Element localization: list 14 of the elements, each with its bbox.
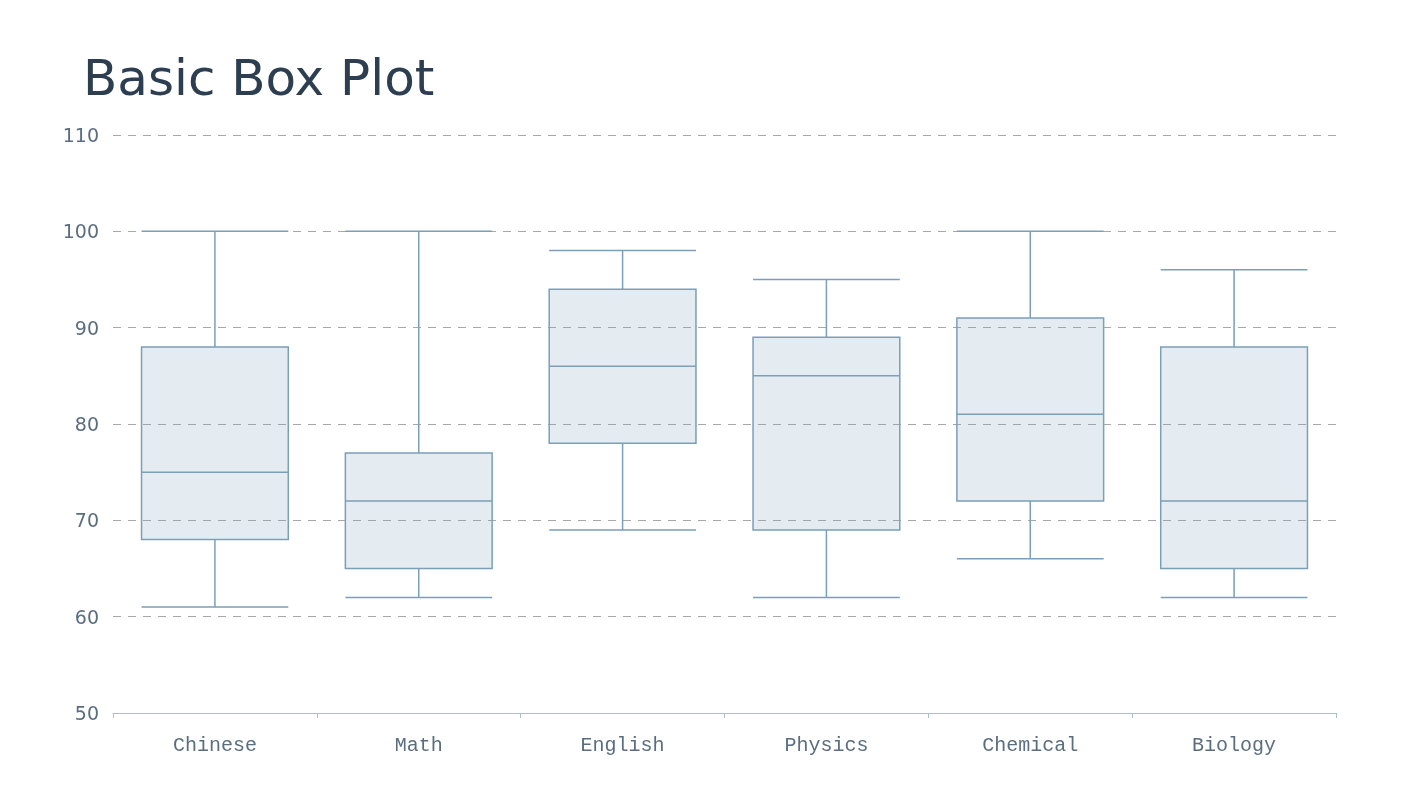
x-tick-label: Physics [784, 733, 869, 757]
y-tick-label: 80 [74, 413, 99, 435]
y-tick-label: 110 [62, 124, 99, 146]
x-tick-label: Biology [1192, 733, 1277, 757]
x-tick-label: Chemical [982, 733, 1079, 757]
x-tick-label: English [580, 733, 665, 757]
x-tick-label: Math [394, 733, 443, 757]
y-tick-label: 50 [74, 702, 99, 724]
chart-title: Basic Box Plot [83, 49, 435, 107]
y-tick-label: 70 [74, 509, 99, 532]
y-tick-label: 100 [62, 220, 99, 243]
y-tick-label: 60 [74, 605, 99, 628]
x-tick-label: Chinese [172, 733, 257, 757]
y-tick-label: 90 [74, 316, 99, 339]
